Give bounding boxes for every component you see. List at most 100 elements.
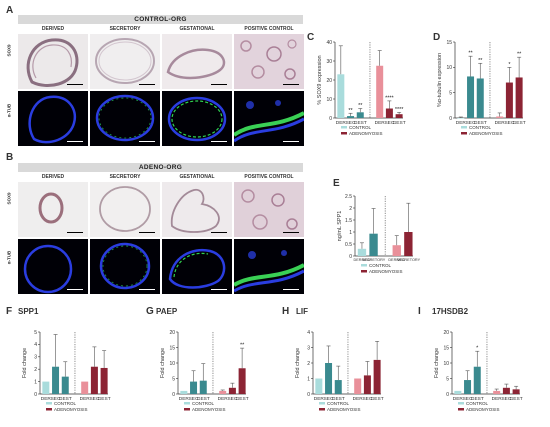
x-tick-label: DER: [492, 396, 503, 402]
legend-label-control: CONTROL: [192, 401, 214, 406]
x-tick-label: GEST: [98, 396, 111, 402]
significance-label: *: [508, 62, 511, 68]
y-tick-label: 0: [329, 116, 332, 122]
x-tick-label: DER: [41, 396, 52, 402]
panel-a-row-sox9: SOX9: [6, 44, 12, 57]
x-tick-label: GEST: [513, 120, 526, 126]
bar: [42, 381, 50, 394]
bar: [61, 376, 69, 394]
bar: [404, 232, 413, 256]
bar: [90, 366, 98, 394]
significance-label: **: [240, 343, 245, 349]
significance-label: **: [478, 58, 483, 64]
legend-label-control: CONTROL: [469, 125, 491, 130]
bar: [512, 389, 520, 394]
legend-label-adeno: ADENOMYOSIS: [349, 131, 383, 136]
micrograph-a-gestational-atub: [162, 91, 232, 146]
y-tick-label: 0: [172, 392, 175, 398]
y-tick-label: 1.5: [345, 218, 352, 224]
y-tick-label: 2: [307, 361, 310, 367]
x-tick-label: GEST: [510, 396, 523, 402]
y-tick-label: 1: [307, 376, 310, 382]
legend-swatch-control: [361, 264, 367, 267]
significance-label: ****: [395, 107, 404, 113]
bar: [376, 65, 384, 118]
y-tick-label: 5: [446, 376, 449, 382]
panel-i-letter: I: [418, 306, 421, 317]
x-tick-label: DER: [495, 120, 506, 126]
y-tick-label: 20: [169, 330, 175, 336]
legend-swatch-adeno: [341, 132, 347, 135]
bar: [199, 380, 207, 394]
y-tick-label: 2: [349, 206, 352, 212]
chart-g-title: PAEP: [156, 307, 178, 316]
bar: [334, 380, 342, 394]
legend-swatch-control: [319, 402, 325, 405]
micrograph-b-secretory-atub: [90, 239, 160, 294]
panel-b-banner: ADENO-ORG: [18, 163, 303, 172]
bar: [238, 368, 246, 394]
y-tick-label: 2.5: [345, 194, 352, 200]
legend-swatch-control: [461, 126, 467, 129]
y-tick-label: 0: [349, 254, 352, 260]
panel-d-letter: D: [433, 32, 440, 43]
legend-swatch-control: [458, 402, 464, 405]
y-tick-label: 10: [169, 361, 175, 367]
micrograph-b-gestational-sox9: [162, 182, 232, 237]
bar: [476, 78, 484, 118]
y-tick-label: 1: [349, 230, 352, 236]
micrograph-a-secretory-sox9: [90, 34, 160, 89]
x-tick-label: GEST: [471, 396, 484, 402]
legend-label-adeno: ADENOMYOSIS: [54, 407, 88, 412]
x-tick-label: SEC: [346, 120, 356, 126]
bar: [454, 390, 462, 394]
y-tick-label: 2: [34, 367, 37, 373]
bar: [228, 387, 236, 394]
panel-a-col-positive-control: POSITIVE CONTROL: [244, 26, 294, 32]
bar: [395, 114, 403, 118]
chart-h-title: LIF: [296, 307, 308, 316]
micrograph-b-secretory-sox9: [90, 182, 160, 237]
bar: [385, 108, 393, 118]
x-tick-label: GEST: [474, 120, 487, 126]
x-tick-label: DER: [218, 396, 229, 402]
bar: [190, 381, 198, 394]
x-tick-label: DER: [314, 396, 325, 402]
significance-label: ****: [385, 95, 394, 101]
micrograph-a-positive-atub: [234, 91, 304, 146]
y-tick-label: 10: [443, 361, 449, 367]
y-tick-label: 3: [34, 355, 37, 361]
x-tick-label: DER: [453, 396, 464, 402]
legend-label-control: CONTROL: [54, 401, 76, 406]
y-tick-label: 15: [443, 345, 449, 351]
bar: [363, 375, 371, 394]
micrograph-b-positive-atub: [234, 239, 304, 294]
y-tick-label: 4: [307, 330, 310, 336]
x-tick-label: DER: [375, 120, 386, 126]
bar: [357, 248, 367, 256]
bar: [493, 390, 501, 394]
y-axis-label: % SOX9 expression: [317, 55, 323, 104]
y-tick-label: 5: [34, 330, 37, 336]
legend-label-control: CONTROL: [327, 401, 349, 406]
significance-label: **: [358, 103, 363, 109]
panel-b-col-positive-control: POSITIVE CONTROL: [244, 174, 294, 180]
micrograph-b-gestational-atub: [162, 239, 232, 294]
x-tick-label: GEST: [332, 396, 345, 402]
x-tick-label: SECRETORY: [397, 258, 421, 262]
bar: [392, 245, 401, 256]
x-tick-label: GEST: [197, 396, 210, 402]
y-axis-label: Fold change: [22, 348, 28, 378]
y-tick-label: 0: [446, 392, 449, 398]
x-tick-label: DER: [80, 396, 91, 402]
legend-swatch-adeno: [46, 408, 52, 411]
panel-b-col-gestational: GESTATIONAL: [179, 174, 215, 180]
chart-d: D 0 5 10 15 %α-tubulin expression DER ** SEC ** GE…: [433, 32, 526, 136]
y-tick-label: 30: [326, 59, 332, 65]
y-tick-label: 0: [34, 392, 37, 398]
x-tick-label: SEC: [51, 396, 61, 402]
